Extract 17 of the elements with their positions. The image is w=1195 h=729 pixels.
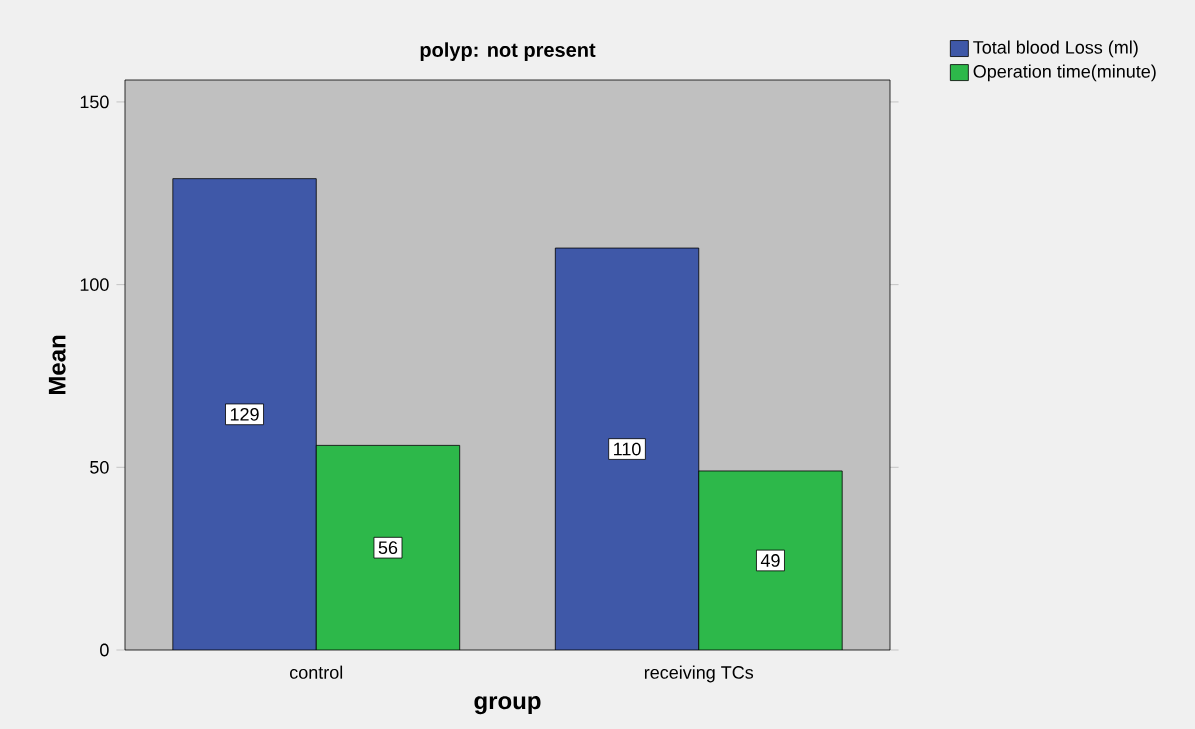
data-label: 49 bbox=[760, 554, 780, 567]
data-label: 110 bbox=[614, 442, 641, 456]
legend-label: Total blood Loss (ml) bbox=[973, 40, 1138, 58]
y-axis-title: Mean bbox=[48, 335, 66, 395]
x-axis-title: group bbox=[474, 696, 541, 715]
data-label: 56 bbox=[378, 541, 398, 555]
x-tick-label: receiving TCs bbox=[644, 665, 754, 683]
data-label: 129 bbox=[230, 407, 259, 421]
y-tick-label: 0 bbox=[100, 643, 109, 657]
x-tick-label: control bbox=[289, 665, 343, 679]
y-tick-label: 100 bbox=[80, 278, 109, 291]
bar bbox=[172, 178, 317, 650]
bar bbox=[554, 247, 700, 650]
y-tick-label: 150 bbox=[80, 95, 109, 109]
legend-label: Operation time(minute) bbox=[973, 64, 1156, 82]
chart-title: polyp: not present bbox=[420, 42, 596, 61]
y-tick-label: 50 bbox=[90, 460, 109, 474]
